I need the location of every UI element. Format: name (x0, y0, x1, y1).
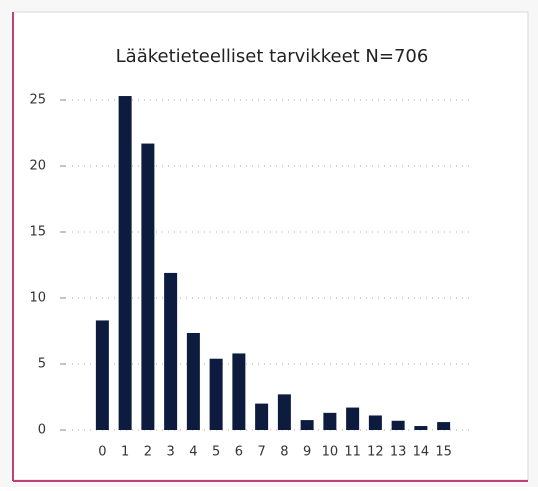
y-tick-label: 10 (29, 291, 46, 306)
x-tick-label: 0 (98, 445, 106, 460)
x-tick-label: 13 (390, 445, 407, 460)
x-tick-label: 12 (367, 445, 384, 460)
bar (323, 412, 337, 430)
y-tick-label: 25 (29, 93, 46, 108)
bar (368, 415, 382, 430)
bar (300, 420, 314, 430)
x-tick-label: 15 (435, 445, 452, 460)
x-tick-label: 14 (413, 445, 430, 460)
bar (346, 407, 360, 430)
x-tick-label: 1 (121, 445, 129, 460)
y-tick-label: 5 (38, 357, 46, 372)
bar (277, 394, 291, 430)
x-tick-label: 10 (322, 445, 339, 460)
bar (118, 96, 132, 430)
x-tick-label: 8 (280, 445, 288, 460)
bar (232, 353, 246, 430)
x-tick-label: 5 (212, 445, 220, 460)
bar (391, 420, 405, 430)
x-tick-label: 11 (344, 445, 361, 460)
bar (95, 320, 109, 430)
chart-title: Lääketieteelliset tarvikkeet N=706 (116, 46, 429, 67)
bar (186, 332, 200, 430)
bar (209, 358, 223, 430)
x-tick-label: 6 (235, 445, 243, 460)
bar (255, 403, 269, 430)
x-tick-label: 9 (303, 445, 311, 460)
x-tick-label: 2 (144, 445, 152, 460)
x-tick-label: 7 (257, 445, 265, 460)
y-tick-label: 15 (29, 225, 46, 240)
bar (414, 426, 428, 430)
x-tick-label: 4 (189, 445, 197, 460)
panel (12, 11, 529, 481)
bar (437, 422, 451, 430)
bar (141, 143, 155, 430)
y-tick-label: 20 (29, 159, 46, 174)
y-tick-label: 0 (38, 423, 46, 438)
x-tick-label: 3 (166, 445, 174, 460)
bar (164, 272, 178, 430)
